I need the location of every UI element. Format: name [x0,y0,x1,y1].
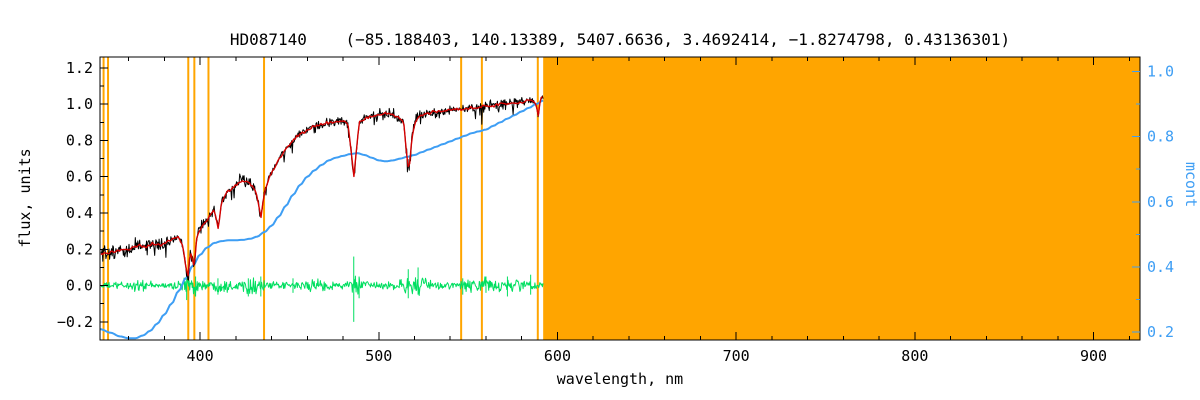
svg-text:700: 700 [723,347,750,365]
masked-region [543,57,1140,340]
svg-text:−0.2: −0.2 [57,313,93,331]
svg-text:0.4: 0.4 [1147,258,1174,276]
svg-text:800: 800 [901,347,928,365]
svg-text:1.2: 1.2 [66,59,93,77]
svg-text:0.2: 0.2 [66,240,93,258]
svg-text:400: 400 [187,347,214,365]
svg-text:0.6: 0.6 [66,168,93,186]
continuum-curve [100,99,544,340]
svg-text:0.8: 0.8 [66,131,93,149]
observed-spectrum-curve [100,95,544,281]
svg-text:0.2: 0.2 [1147,323,1174,341]
svg-text:0.0: 0.0 [66,277,93,295]
svg-text:1.0: 1.0 [66,95,93,113]
model-fit-curve [100,96,543,277]
spectral-marker-lines [102,57,539,340]
axis-ticks [100,57,1140,340]
plot-title: HD087140 (−85.188403, 140.13389, 5407.66… [230,30,1010,49]
svg-text:0.6: 0.6 [1147,193,1174,211]
x-axis-title: wavelength, nm [557,370,683,388]
svg-text:500: 500 [365,347,392,365]
plot-border [99,56,1141,341]
svg-text:900: 900 [1080,347,1107,365]
y-axis-title-right: mcont [1182,162,1200,207]
svg-text:600: 600 [544,347,571,365]
svg-text:0.4: 0.4 [66,204,93,222]
y-axis-title-left: flux, units [16,148,34,247]
svg-text:1.0: 1.0 [1147,63,1174,81]
axis-tick-labels: 400 500 600 700 800 900 −0.2 0.0 0.2 0.4 0.6 0.8 1.0… [57,59,1174,365]
residual-curve [100,256,544,322]
svg-text:0.8: 0.8 [1147,128,1174,146]
